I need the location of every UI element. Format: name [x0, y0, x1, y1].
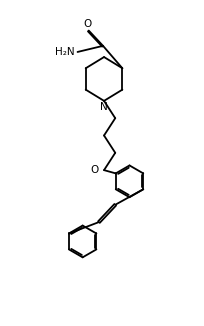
- Text: O: O: [91, 165, 99, 175]
- Text: H₂N: H₂N: [55, 47, 74, 57]
- Text: N: N: [100, 102, 108, 112]
- Text: O: O: [84, 19, 92, 29]
